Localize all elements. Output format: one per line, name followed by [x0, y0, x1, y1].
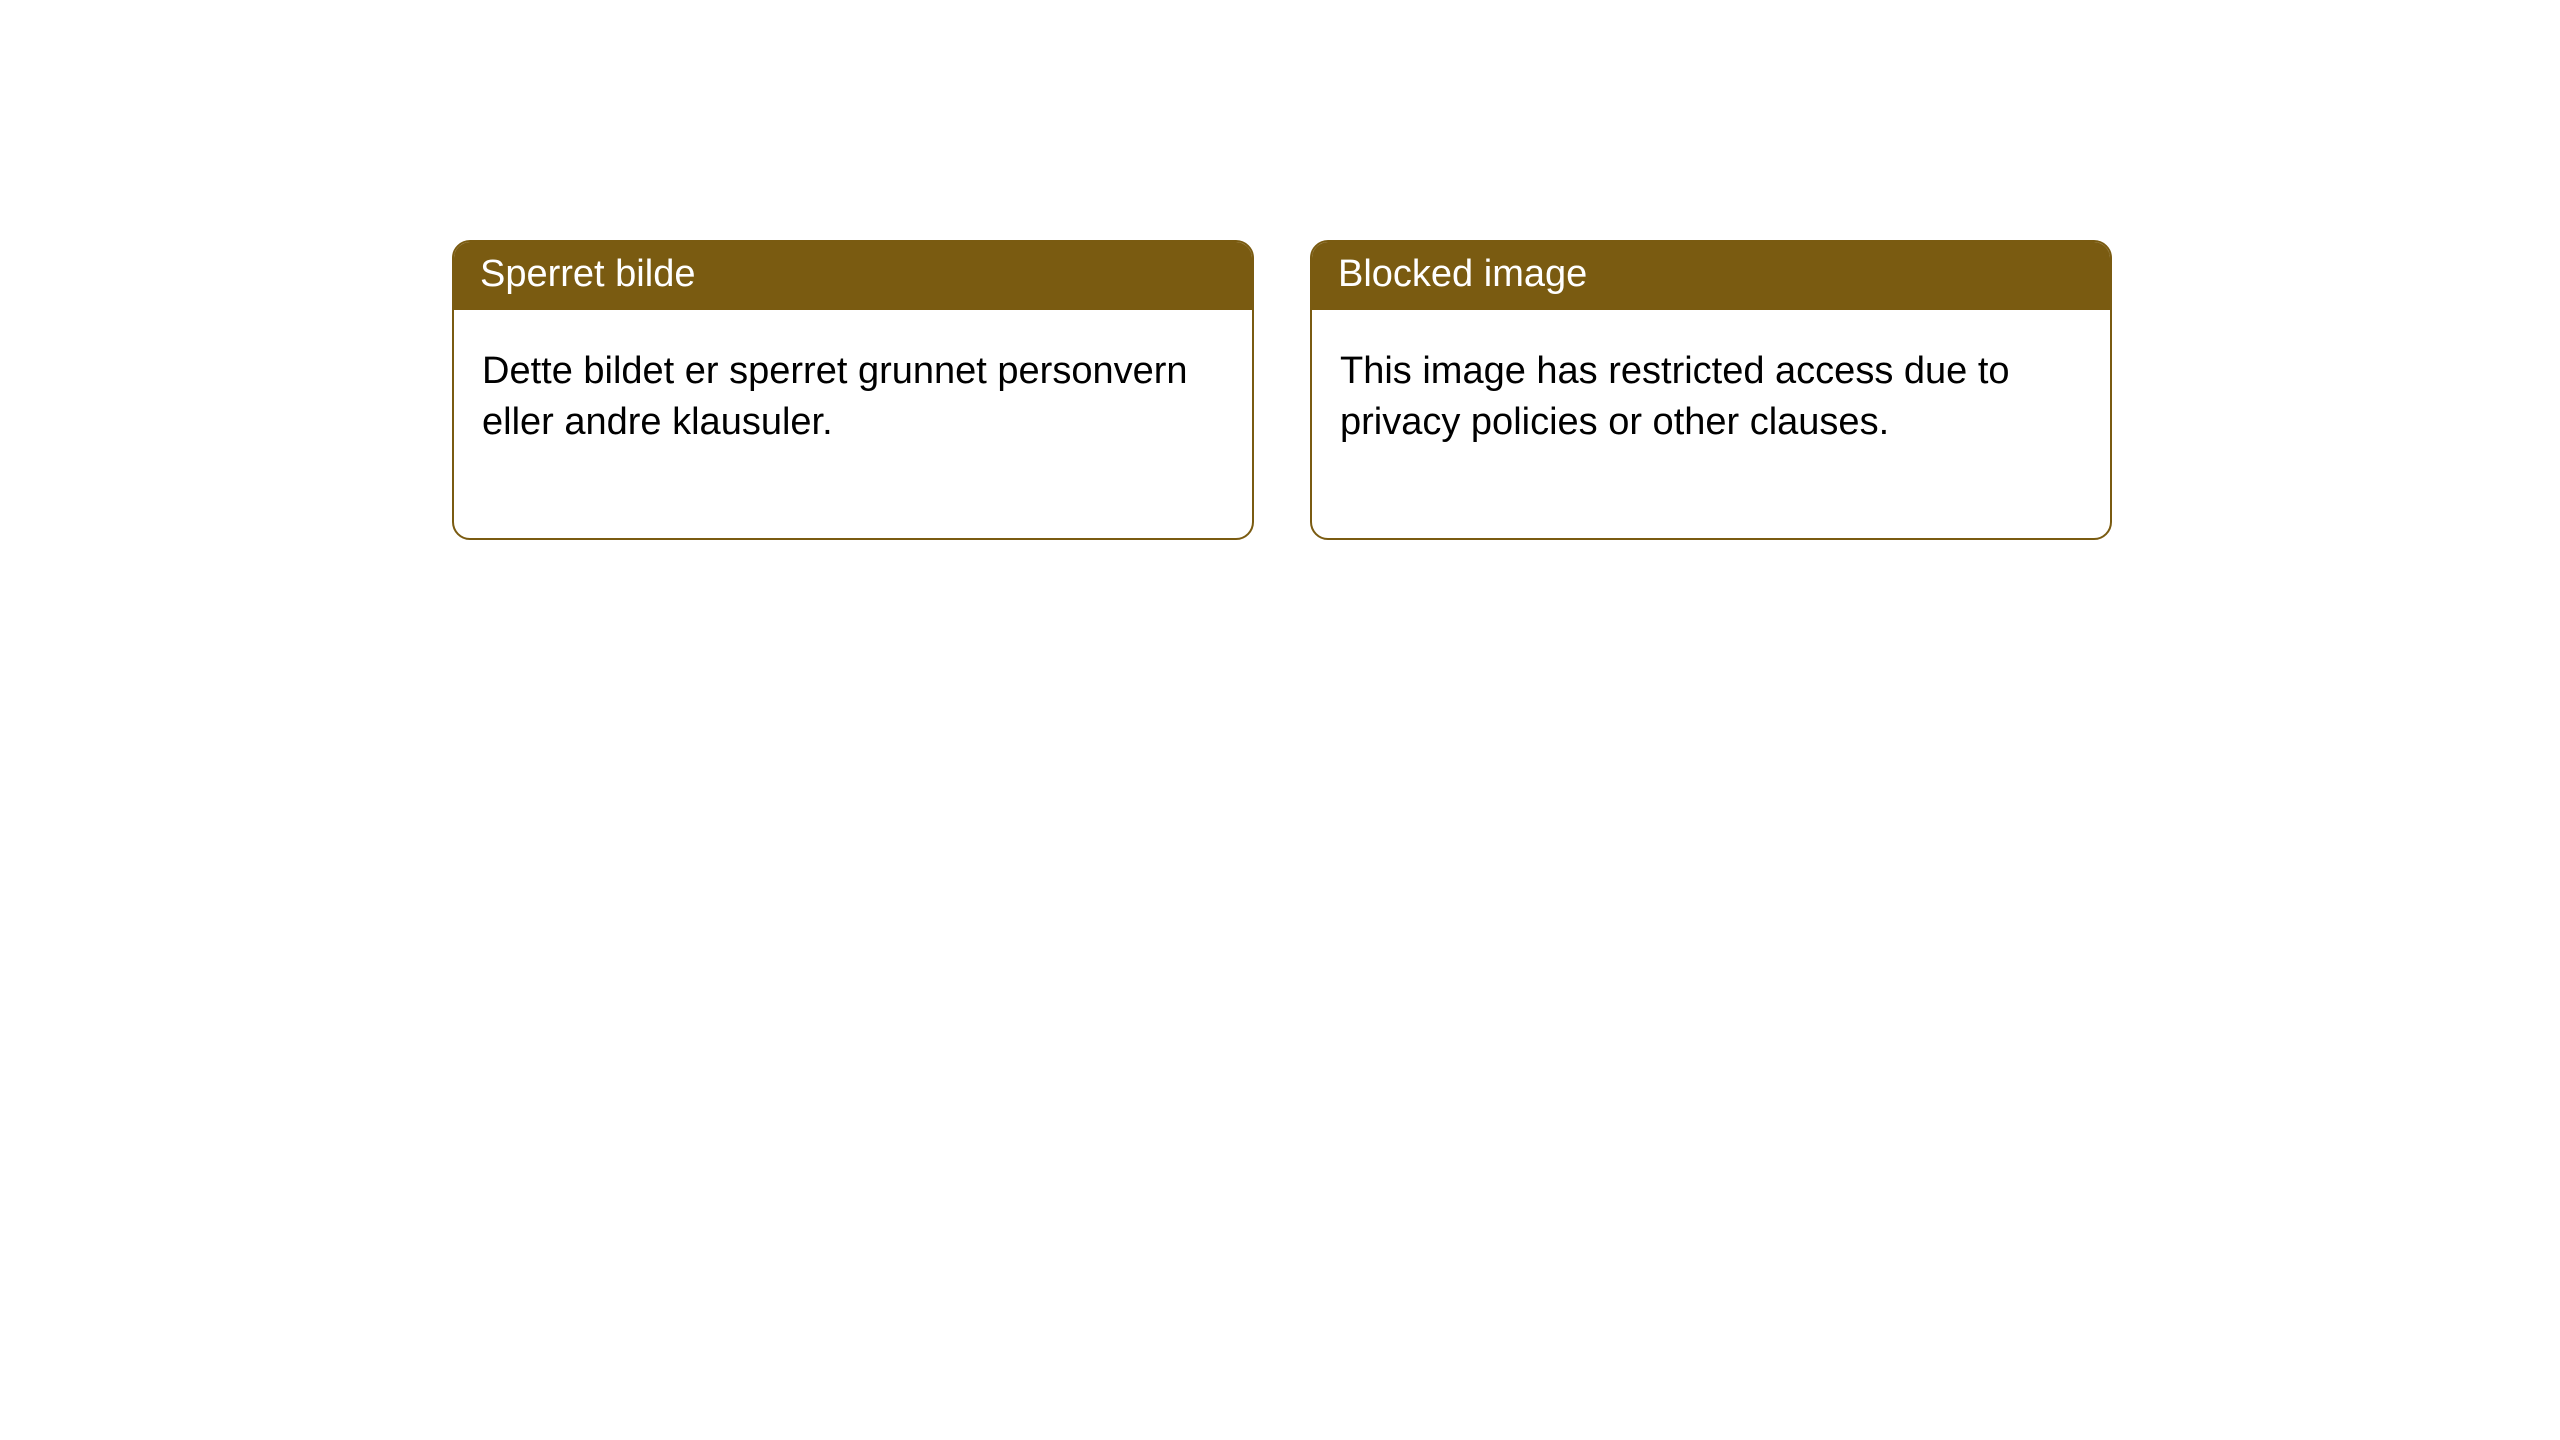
notice-body: This image has restricted access due to …	[1312, 310, 2110, 539]
notice-title: Blocked image	[1312, 242, 2110, 310]
notice-container: Sperret bilde Dette bildet er sperret gr…	[0, 0, 2560, 540]
notice-body: Dette bildet er sperret grunnet personve…	[454, 310, 1252, 539]
notice-box-norwegian: Sperret bilde Dette bildet er sperret gr…	[452, 240, 1254, 540]
notice-title: Sperret bilde	[454, 242, 1252, 310]
notice-box-english: Blocked image This image has restricted …	[1310, 240, 2112, 540]
